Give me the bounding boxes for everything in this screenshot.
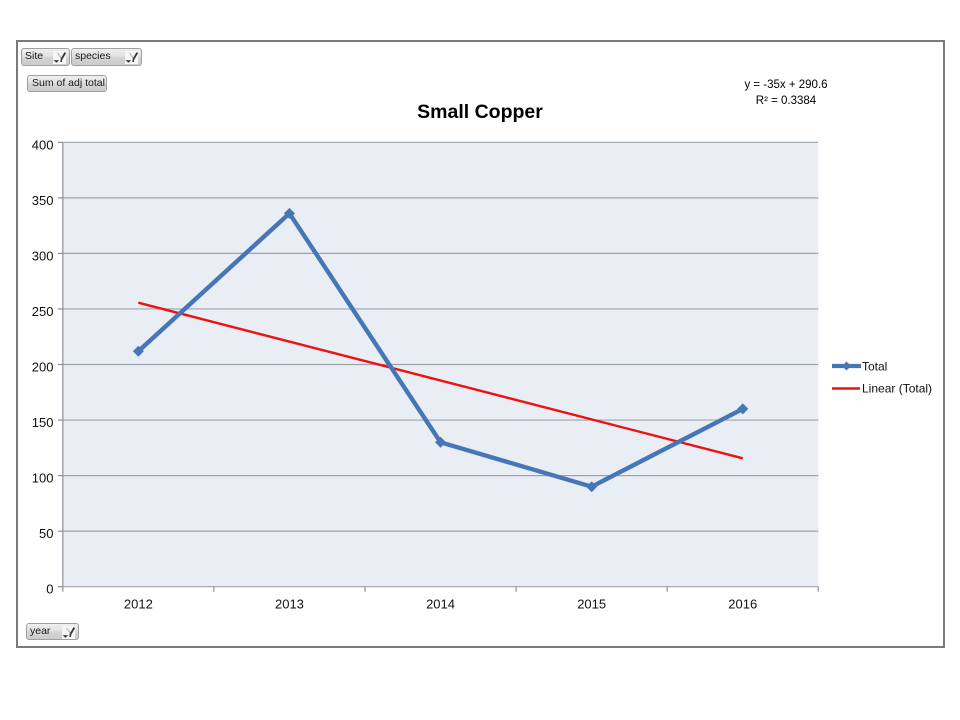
svg-text:50: 50 (39, 526, 53, 541)
svg-text:Linear (Total): Linear (Total) (862, 382, 932, 396)
svg-text:400: 400 (32, 137, 54, 152)
svg-text:0: 0 (46, 582, 53, 597)
svg-text:200: 200 (32, 360, 54, 375)
svg-text:2014: 2014 (426, 597, 455, 612)
svg-text:2016: 2016 (728, 597, 757, 612)
svg-text:Total: Total (862, 359, 887, 373)
svg-text:100: 100 (32, 471, 54, 486)
svg-text:350: 350 (32, 193, 54, 208)
svg-text:2015: 2015 (577, 597, 606, 612)
svg-text:250: 250 (32, 304, 54, 319)
svg-text:2012: 2012 (124, 597, 153, 612)
svg-text:150: 150 (32, 415, 54, 430)
svg-text:2013: 2013 (275, 597, 304, 612)
svg-text:300: 300 (32, 248, 54, 263)
